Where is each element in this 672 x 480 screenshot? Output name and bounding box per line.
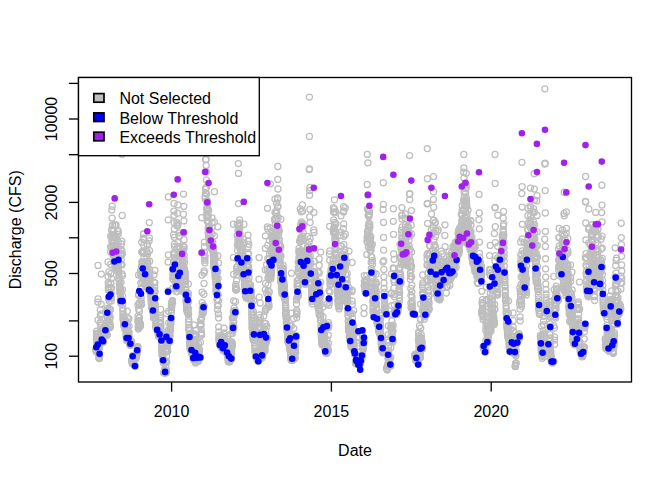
svg-text:Not Selected: Not Selected	[119, 90, 211, 107]
svg-text:2020: 2020	[473, 403, 509, 420]
svg-text:2010: 2010	[154, 403, 190, 420]
svg-text:Below Threshold: Below Threshold	[119, 110, 238, 127]
svg-text:100: 100	[43, 343, 60, 370]
svg-text:500: 500	[43, 260, 60, 287]
svg-text:2000: 2000	[43, 185, 60, 221]
svg-text:10000: 10000	[43, 97, 60, 142]
svg-text:2015: 2015	[314, 403, 350, 420]
svg-text:Exceeds Threshold: Exceeds Threshold	[119, 129, 256, 146]
svg-text:Date: Date	[338, 442, 372, 459]
svg-text:Discharge (CFS): Discharge (CFS)	[7, 170, 24, 289]
